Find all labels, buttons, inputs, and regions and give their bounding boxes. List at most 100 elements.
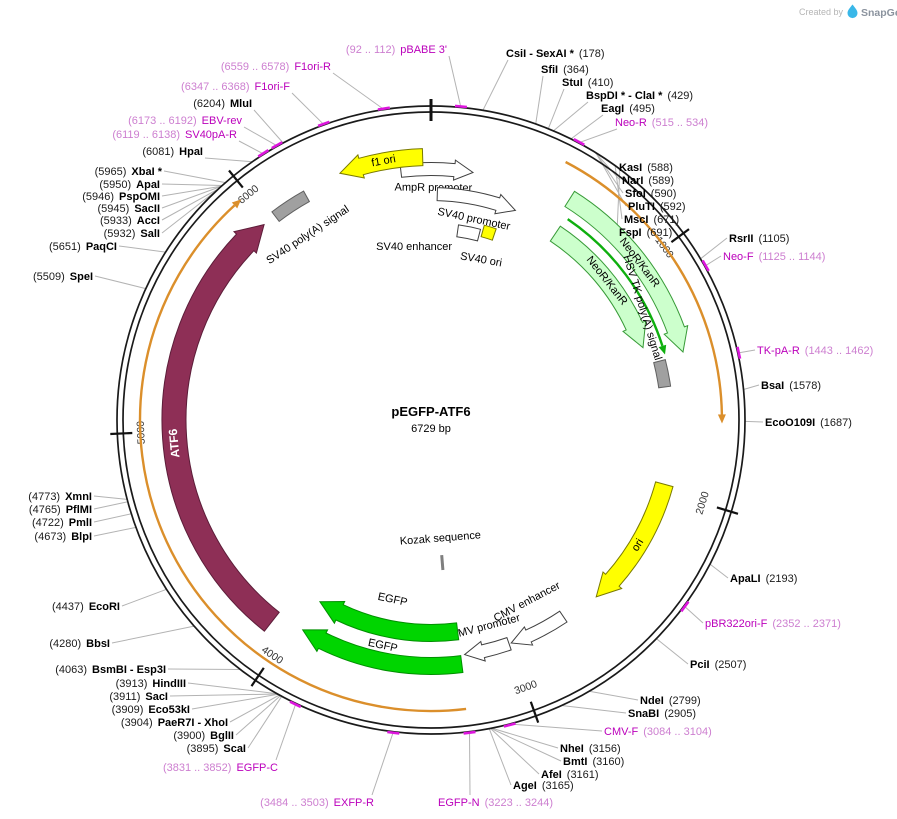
feature-cmv-enhancer: CMV enhancer [492,580,568,646]
feature-shape-f1-ori [338,148,424,179]
site-label-egfp-n: EGFP-N (3223 .. 3244) [438,797,553,809]
feature-neor-orf-arc [567,218,667,355]
feature-shape-neor-kanr-inner [549,225,647,349]
credit-text: Created by [799,7,844,17]
leader-line-snabi [561,705,627,714]
leader-line-pflmi [93,501,128,510]
leader-line-egfp-c [275,703,297,761]
scale-tick-2000 [716,506,739,515]
leader-line-saci [169,693,278,697]
leader-line-paqci [118,245,166,253]
site-label-fspi: FspI (691) [619,227,672,239]
site-label-agei: AgeI (3165) [513,780,574,792]
feature-cmv-promoter: CMV promoter [449,612,522,662]
primer-tick-pbr322ori-f [680,600,690,613]
leader-line-bsai [743,384,760,390]
site-label-csii-sexai: CsiI - SexAI * (178) [506,48,605,60]
plasmid-title-block: pEGFP-ATF6 6729 bp [391,404,470,435]
site-label-apai: (5950) ApaI [99,179,160,191]
feature-label-ori: ori [630,537,647,554]
site-label-egfp-c: (3831 .. 3852) EGFP-C [163,762,278,774]
feature-shape-sv40-enhancer [456,224,482,242]
feature-kozak: Kozak sequence [399,529,481,571]
scale-tick-4000 [250,667,265,687]
feature-shape-hsv-tk-polya-signal [653,358,672,389]
site-label-nhei: NheI (3156) [560,743,621,755]
primer-tick-f1ori-f [317,120,330,128]
feature-label-cmv-promoter: CMV promoter [449,612,522,642]
site-label-bmti: BmtI (3160) [563,756,624,768]
site-label-ndei: NdeI (2799) [640,695,701,707]
leader-line-eagi [570,114,604,140]
site-label-pluti: PluTI (592) [628,201,686,213]
leader-line-afei [489,727,540,775]
feature-ori: ori [595,481,674,598]
leader-line-eco53ki [191,693,279,710]
feature-shape-egfp-outer [301,629,464,675]
leader-line-egfp-n [469,731,471,796]
leader-line-pluti [595,152,627,207]
site-label-xmni: (4773) XmnI [28,491,92,503]
primer-tick-neo-f [701,259,710,272]
feature-label-sv40-enhancer: SV40 enhancer [376,241,452,253]
leader-line-exfp-r [371,731,394,796]
site-label-sali: (5932) SalI [104,228,160,240]
site-label-stui: StuI (410) [562,77,613,89]
leader-line-apali [709,563,729,579]
site-label-f1ori-r: (6559 .. 6578) F1ori-R [221,61,331,73]
scale-number-3000: 3000 [513,678,539,697]
feature-label-atf6: ATF6 [166,428,183,459]
leader-line-nari [594,151,621,181]
leader-line-f1ori-r [332,72,385,110]
leader-line-sv40pa-r [238,140,265,155]
site-label-pflmi: (4765) PflMI [29,504,92,516]
primer-tick-cmv-f [503,722,516,728]
leader-line-cmv-f [509,723,603,732]
leader-line-pmli [93,513,132,523]
leader-line-ecoo109i [744,420,764,423]
site-label-pspomi: (5946) PspOMI [82,191,160,203]
feature-shape-egfp-inner [318,600,460,642]
leader-line-neo-f [704,255,722,267]
scale-number-2000: 2000 [693,490,711,516]
leader-line-pcii [656,638,689,665]
leader-line-bsmbi-esp3i [167,668,241,670]
leader-line-ndei [589,690,639,701]
primer-tick-f1ori-r [377,106,390,111]
feature-shape-cmv-promoter [463,636,512,662]
primer-tick-neo-r [573,137,585,146]
leader-line-f1ori-f [291,92,325,126]
leader-line-sali [161,188,219,234]
feature-orf-right-arc [565,160,726,424]
leader-line-hindiii [187,682,278,695]
site-label-sacii: (5945) SacII [98,203,160,215]
site-label-apali: ApaLI (2193) [730,573,797,585]
leader-line-agei [488,728,512,786]
site-label-bsmbi-esp3i: (4063) BsmBI - Esp3I [55,664,166,676]
feature-shape-kozak [440,554,445,571]
leader-line-hpai [204,157,253,163]
leader-line-pbr322ori-f [683,605,704,624]
feature-shape-cmv-enhancer [510,610,568,646]
site-label-scai: (3895) ScaI [187,743,246,755]
feature-shape-atf6 [161,223,280,632]
leader-line-ebv-rev [243,126,278,147]
feature-shape-neor-orf-arc [567,218,664,347]
plasmid-name: pEGFP-ATF6 [391,404,470,419]
site-label-spei: (5509) SpeI [33,271,93,283]
leader-line-nhei [491,727,559,749]
feature-shape-sv40-polya-signal [271,190,311,223]
site-label-paqci: (5651) PaqCI [49,241,117,253]
scale-tick-1000 [670,228,690,243]
leader-line-xmni [93,495,128,500]
site-label-msci: MscI (671) [624,214,679,226]
site-label-nari: NarI (589) [622,175,674,187]
leader-line-acci [161,188,219,221]
site-label-acci: (5933) AccI [100,215,160,227]
site-label-cmv-f: CMV-F (3084 .. 3104) [604,726,712,738]
scale-tick-5000 [110,431,133,436]
feature-atf6: ATF6 [161,223,280,632]
site-label-snabi: SnaBI (2905) [628,708,696,720]
